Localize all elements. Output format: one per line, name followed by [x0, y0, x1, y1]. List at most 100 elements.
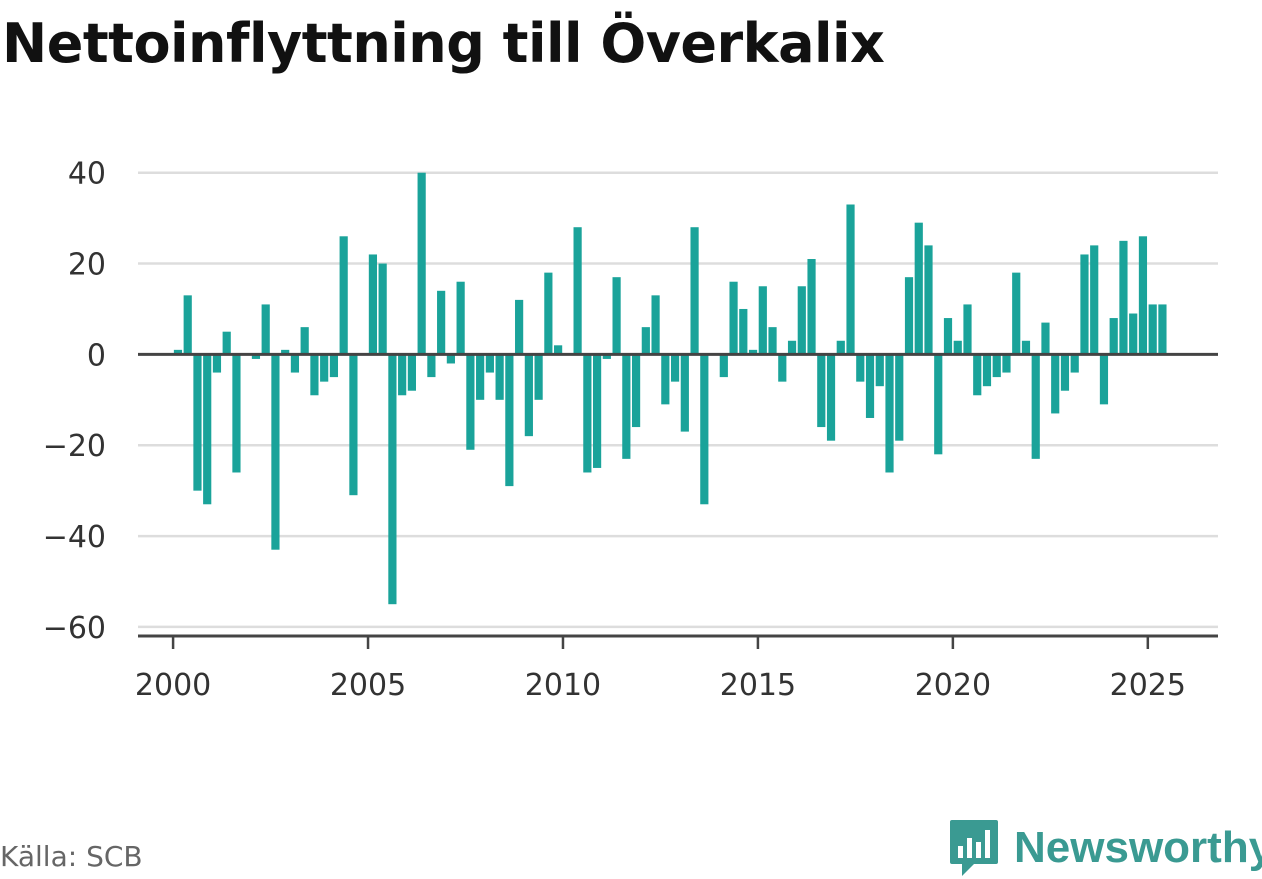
bar: [700, 354, 709, 505]
bar: [1090, 245, 1099, 355]
bar: [924, 245, 933, 355]
bar: [992, 354, 1001, 378]
bar: [339, 236, 348, 355]
x-tick-label: 2000: [135, 668, 211, 703]
bar: [407, 354, 416, 391]
bar: [212, 354, 222, 373]
bar: [963, 304, 972, 355]
bar: [875, 354, 884, 387]
bar: [758, 286, 767, 355]
bar: [183, 295, 192, 355]
bar: [934, 354, 943, 455]
bar: [846, 204, 855, 355]
bar: [173, 349, 183, 355]
bar: [495, 354, 504, 400]
bar: [670, 354, 680, 382]
bar: [797, 286, 806, 355]
bar: [388, 354, 397, 605]
bar: [817, 354, 826, 428]
bar: [787, 340, 797, 355]
bar: [329, 354, 339, 378]
axes: [138, 352, 1218, 649]
bar: [768, 327, 777, 355]
x-tick-label: 2020: [915, 668, 991, 703]
bar: [554, 345, 563, 355]
bar: [982, 354, 992, 387]
bar: [631, 354, 641, 428]
bar: [612, 277, 621, 355]
bar: [583, 354, 592, 473]
bar: [281, 349, 290, 355]
y-tick-label: −20: [43, 429, 106, 464]
bar: [310, 354, 319, 396]
bar: [515, 299, 524, 355]
bar: [690, 227, 699, 355]
bar: [748, 349, 758, 355]
bar: [544, 272, 553, 355]
y-tick-label: 20: [68, 248, 106, 283]
bar: [466, 354, 475, 450]
bar: [865, 354, 875, 418]
brand-name: Newsworthy: [1014, 823, 1262, 872]
bar: [914, 222, 923, 355]
bar: [1070, 354, 1079, 373]
x-tick-label: 2005: [330, 668, 406, 703]
y-tick-label: −60: [43, 611, 106, 646]
bar: [719, 354, 728, 378]
bar: [1138, 236, 1148, 355]
bar: [641, 327, 650, 355]
bar: [1041, 322, 1050, 355]
x-tick-label: 2010: [525, 668, 601, 703]
bar: [778, 354, 787, 382]
bar: [427, 354, 436, 378]
bar: [524, 354, 533, 437]
bar: [856, 354, 865, 382]
bar: [1031, 354, 1040, 459]
y-tick-label: 0: [87, 338, 106, 373]
source-label: Källa: SCB: [0, 840, 143, 873]
bar: [1129, 313, 1138, 355]
bar: [1080, 254, 1089, 355]
bar: [1012, 272, 1021, 355]
bar: [807, 259, 816, 355]
bar: [446, 354, 455, 364]
bar-chart-bubble-icon: [950, 820, 998, 876]
bar: [573, 227, 582, 355]
bar: [904, 277, 914, 355]
bar: [1148, 304, 1157, 355]
bar: [729, 281, 738, 355]
bar: [895, 354, 904, 441]
bar: [203, 354, 212, 505]
bar: [1051, 354, 1060, 414]
bar: [417, 172, 426, 355]
bar: [1119, 240, 1128, 355]
bar: [953, 340, 962, 355]
bar: [593, 354, 602, 468]
bar: [193, 354, 202, 491]
bar: [378, 263, 387, 355]
bar: [320, 354, 329, 382]
bar: [973, 354, 982, 396]
newsworthy-logo[interactable]: Newsworthy: [948, 818, 1262, 878]
bar: [661, 354, 670, 405]
bar: [943, 318, 953, 355]
page-title: Nettoinflyttning till Överkalix: [2, 12, 885, 75]
bar: [290, 354, 300, 373]
tick-labels: 40 20 0 −20 −40 −60 2000 2005 2010 2015 2020 2025: [43, 157, 1186, 703]
bar: [437, 290, 446, 355]
bar: [826, 354, 836, 441]
bar: [300, 327, 309, 355]
bar: [456, 281, 465, 355]
bar: [349, 354, 358, 496]
bar: [836, 340, 845, 355]
bars: [173, 172, 1167, 605]
bar: [1021, 340, 1031, 355]
bar: [534, 354, 543, 400]
bar: [739, 308, 748, 355]
bar: [622, 354, 631, 459]
bar: [1109, 318, 1118, 355]
bar: [476, 354, 485, 400]
bar: [232, 354, 241, 473]
bar: [1099, 354, 1109, 405]
